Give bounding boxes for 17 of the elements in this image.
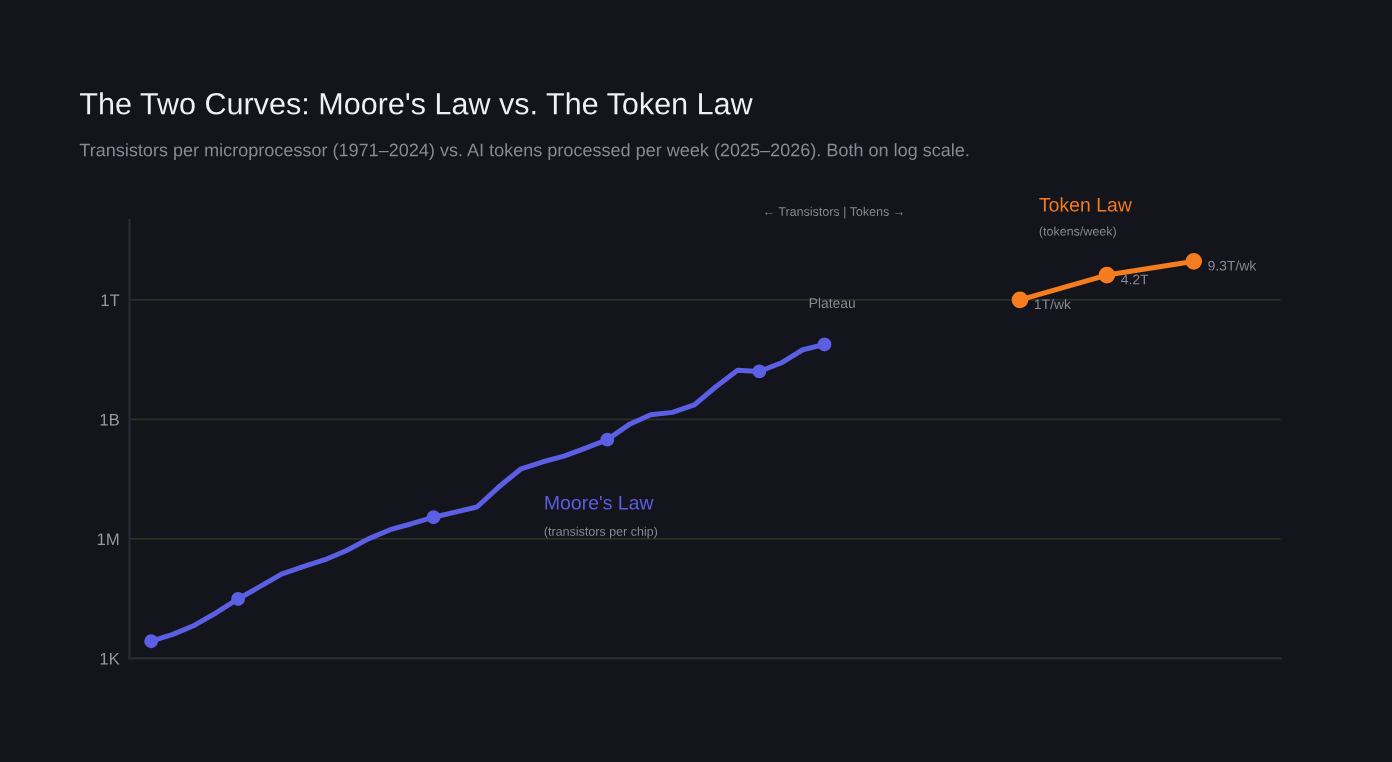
text: Token Law xyxy=(1039,197,1132,212)
y-tick-label: 1T xyxy=(101,294,120,306)
point xyxy=(144,634,159,649)
point xyxy=(600,432,615,447)
y-tick-label: 1M xyxy=(97,533,119,545)
point xyxy=(1098,266,1116,284)
point xyxy=(231,592,245,606)
point xyxy=(1011,291,1029,309)
chart-subtitle: Transistors per microprocessor (1971–2024) vs. AI tokens processed per week (2025–2026). Both on log scale. xyxy=(79,143,969,160)
point xyxy=(1185,252,1203,270)
point xyxy=(426,510,441,525)
series-label: Moore's Law xyxy=(545,496,654,510)
y-tick-label: 1B xyxy=(100,413,119,426)
point xyxy=(817,337,832,352)
point xyxy=(752,364,767,379)
y-tick-label: 1K xyxy=(100,652,120,665)
chart-title: The Two Curves: Moore's Law vs. The Token Law xyxy=(80,92,753,115)
